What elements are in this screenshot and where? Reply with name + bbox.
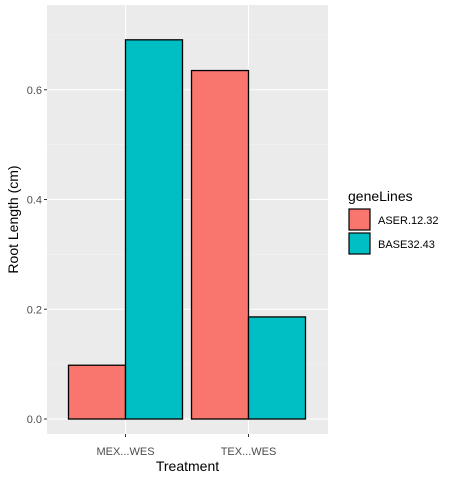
legend: geneLines ASER.12.32 BASE32.43 <box>348 188 439 255</box>
legend-key-aser-12-32 <box>348 208 371 231</box>
y-tick-label: 0.0 <box>27 414 42 426</box>
bars <box>67 39 307 420</box>
bar-base32-43-mex-wes <box>124 39 184 420</box>
y-tick-label: 0.4 <box>27 195 42 207</box>
legend-title: geneLines <box>348 188 413 204</box>
x-tick-label: MEX...WES <box>96 446 154 458</box>
x-axis-ticks: MEX...WES TEX...WES <box>96 434 276 458</box>
y-axis-ticks: 0.0 0.2 0.4 0.6 <box>27 85 47 426</box>
bar-aser-12-32-tex-wes <box>190 69 250 420</box>
legend-items: ASER.12.32 BASE32.43 <box>348 208 439 255</box>
y-tick-label: 0.2 <box>27 304 42 316</box>
bar-aser-12-32-mex-wes <box>67 364 127 420</box>
x-axis-title: Treatment <box>156 458 219 474</box>
y-axis-title: Root Length (cm) <box>5 165 21 273</box>
bar-base32-43-tex-wes <box>247 316 307 420</box>
x-tick-label: TEX...WES <box>221 446 277 458</box>
legend-key-base32-43 <box>348 232 371 255</box>
legend-label: BASE32.43 <box>378 239 435 251</box>
legend-label: ASER.12.32 <box>378 215 439 227</box>
y-tick-label: 0.6 <box>27 85 42 97</box>
